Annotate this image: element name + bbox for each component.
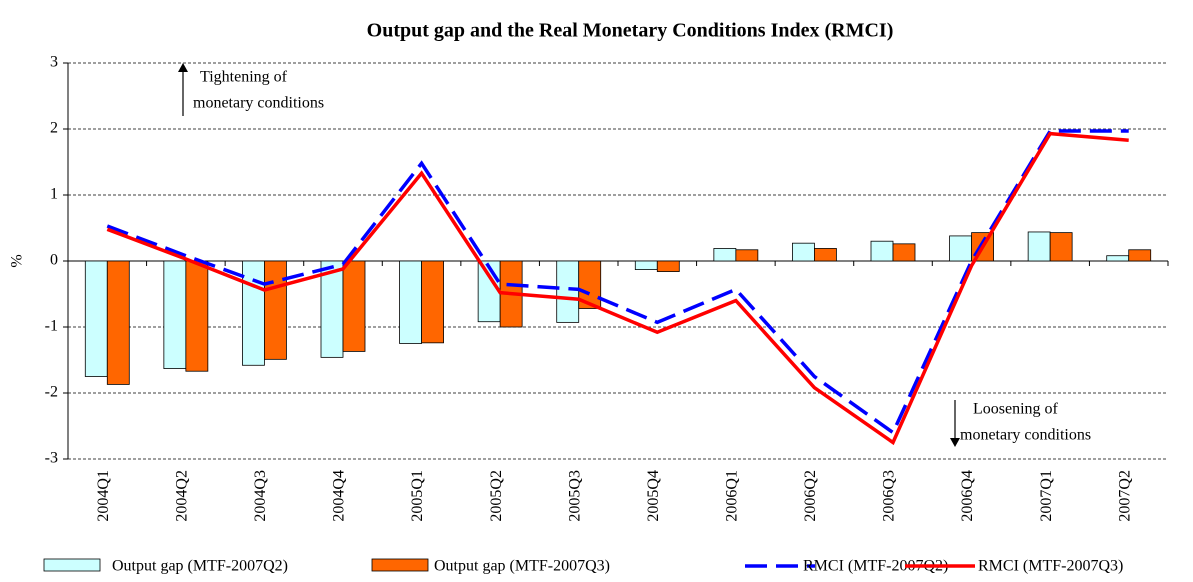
x-tick-label: 2004Q3	[252, 470, 269, 522]
bar	[634, 260, 658, 270]
annotation: monetary conditions	[960, 427, 1091, 444]
bar	[399, 260, 422, 344]
bar	[949, 235, 972, 262]
line	[106, 129, 1129, 436]
chart-title: Output gap and the Real Monetary Conditi…	[367, 20, 894, 42]
bar	[1128, 249, 1152, 262]
y-tick-label: 3	[50, 54, 58, 71]
legend-swatch	[371, 558, 429, 572]
x-tick-label: 2006Q2	[802, 470, 819, 522]
bar	[185, 260, 209, 372]
bar	[1027, 231, 1051, 262]
annotation: monetary conditions	[193, 95, 324, 112]
legend-label: Output gap (MTF-2007Q3)	[434, 558, 610, 575]
bar	[892, 243, 916, 262]
bar	[342, 260, 366, 352]
y-tick-label: 0	[50, 252, 58, 269]
y-tick-label: -1	[45, 318, 58, 335]
bar	[264, 260, 287, 360]
legend-swatch	[43, 558, 101, 572]
bar	[163, 260, 187, 369]
y-tick-label: -2	[45, 384, 58, 401]
bar	[656, 260, 680, 272]
y-axis-label: %	[9, 254, 26, 267]
x-tick-label: 2006Q1	[724, 470, 741, 522]
bar	[556, 260, 580, 323]
bar	[814, 248, 837, 262]
x-tick-label: 2006Q4	[959, 470, 976, 522]
x-tick-label: 2004Q4	[331, 470, 348, 522]
y-tick-label: 1	[50, 186, 58, 203]
y-tick-label: -3	[45, 450, 58, 467]
arrow-head	[178, 63, 188, 72]
x-tick-label: 2005Q2	[488, 470, 505, 522]
x-tick-label: 2006Q3	[881, 470, 898, 522]
legend-label: RMCI (MTF-2007Q2)	[803, 558, 948, 575]
bar	[106, 260, 130, 385]
bar	[242, 260, 265, 366]
annotation: Loosening of	[973, 401, 1059, 418]
line	[106, 131, 1129, 446]
x-tick-label: 2005Q3	[566, 470, 583, 522]
bar	[1106, 255, 1130, 262]
bar	[578, 260, 602, 309]
legend-label: RMCI (MTF-2007Q3)	[978, 558, 1123, 575]
bar	[870, 240, 894, 262]
x-tick-label: 2007Q1	[1038, 470, 1055, 522]
bar	[1049, 232, 1073, 262]
bar	[713, 248, 737, 262]
annotation: Tightening of	[200, 69, 288, 86]
arrow-head	[950, 438, 960, 447]
y-tick-label: 2	[50, 120, 58, 137]
bar	[792, 242, 815, 262]
x-tick-label: 2007Q2	[1116, 470, 1133, 522]
x-tick-label: 2004Q1	[95, 470, 112, 522]
x-tick-label: 2005Q1	[409, 470, 426, 522]
x-tick-label: 2005Q4	[645, 470, 662, 522]
bar	[421, 260, 444, 344]
x-tick-label: 2004Q2	[174, 470, 191, 522]
bar	[735, 249, 759, 262]
legend-label: Output gap (MTF-2007Q2)	[112, 558, 288, 575]
bar	[84, 260, 108, 377]
